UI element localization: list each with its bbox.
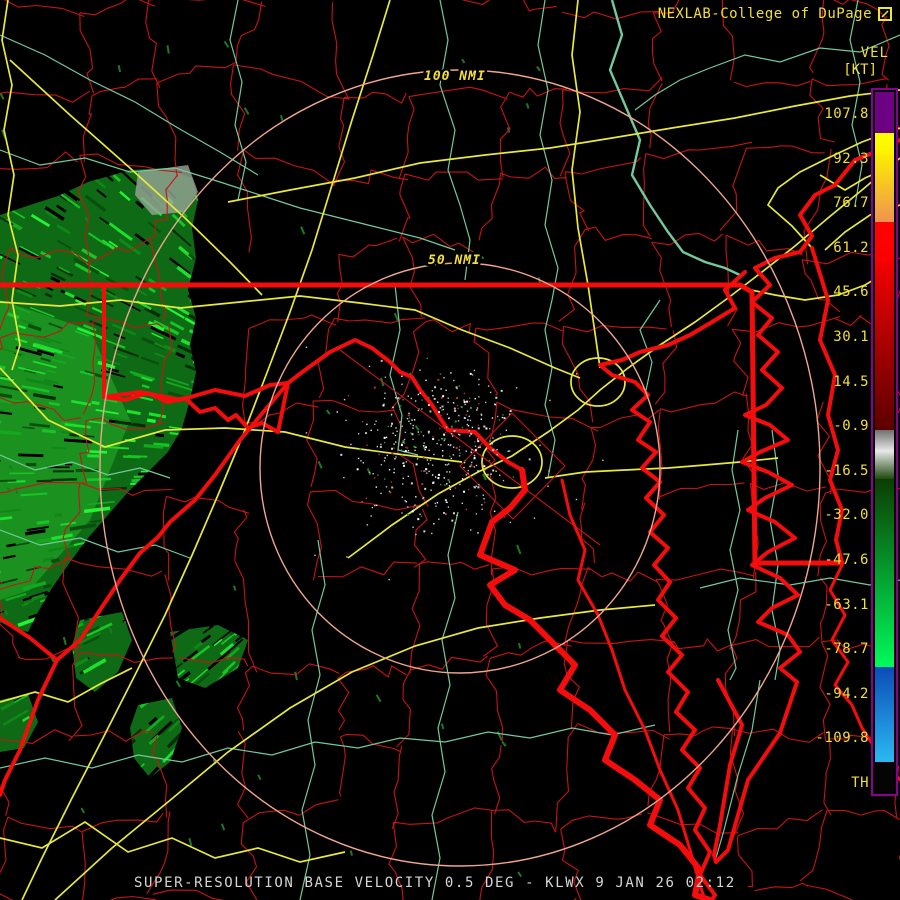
colorbar-segment xyxy=(875,430,894,451)
colorbar-tick: 107.8 xyxy=(824,106,869,122)
attribution[interactable]: NEXLAB-College of DuPage xyxy=(658,6,892,22)
colorbar-units: [KT] xyxy=(843,62,877,78)
colorbar-tick: -78.7 xyxy=(824,641,869,658)
colorbar-segment xyxy=(875,667,894,762)
box-arrow-icon xyxy=(878,7,892,21)
range-rings: 100 NMI 50 NMI xyxy=(99,67,821,867)
colorbar-tick: 76.7 xyxy=(833,195,869,212)
colorbar-segment xyxy=(875,762,894,792)
range-ring-label-100: 100 NMI xyxy=(424,69,486,84)
colorbar-title: VEL xyxy=(860,45,889,61)
colorbar-segment xyxy=(875,479,894,667)
colorbar-tick: -32.0 xyxy=(824,507,869,524)
colorbar-tick: -0.9 xyxy=(833,418,869,435)
dc-beltway xyxy=(481,435,543,489)
colorbar-tick: 45.6 xyxy=(833,284,869,301)
range-ring-50nmi xyxy=(259,262,661,674)
dc-boundary xyxy=(339,349,601,546)
colorbar-segment xyxy=(875,154,894,222)
colorbar-tick: 30.1 xyxy=(833,329,869,345)
colorbar-tick: -63.1 xyxy=(824,596,869,613)
velocity-colorbar xyxy=(871,88,898,796)
colorbar-tick: -47.6 xyxy=(824,552,869,568)
patuxent-river xyxy=(560,478,707,900)
range-ring-100nmi xyxy=(99,69,821,867)
colorbar-segment xyxy=(875,92,894,133)
colorbar-segment xyxy=(875,451,894,479)
colorbar-tick: 92.3 xyxy=(833,150,869,167)
potomac-river xyxy=(286,338,524,472)
echo-gray-patch xyxy=(135,165,198,215)
colorbar-tick: -16.5 xyxy=(824,462,869,479)
status-bar: SUPER-RESOLUTION BASE VELOCITY 0.5 DEG -… xyxy=(134,875,736,891)
colorbar-tick: 14.5 xyxy=(833,373,869,390)
clutter-speckles xyxy=(305,346,604,581)
colorbar-tick: -109.8 xyxy=(815,730,869,747)
colorbar-tick: -94.2 xyxy=(824,685,869,702)
baltimore-beltway xyxy=(570,357,626,407)
range-ring-label-50: 50 NMI xyxy=(428,253,481,268)
colorbar-segment xyxy=(875,133,894,154)
colorbar-segment xyxy=(875,222,894,262)
chesapeake-east-shore xyxy=(740,266,802,684)
colorbar-tick: 61.2 xyxy=(833,239,869,256)
colorbar-tick: TH xyxy=(851,775,869,791)
colorbar-segment xyxy=(875,262,894,430)
attribution-text: NEXLAB-College of DuPage xyxy=(657,6,872,22)
